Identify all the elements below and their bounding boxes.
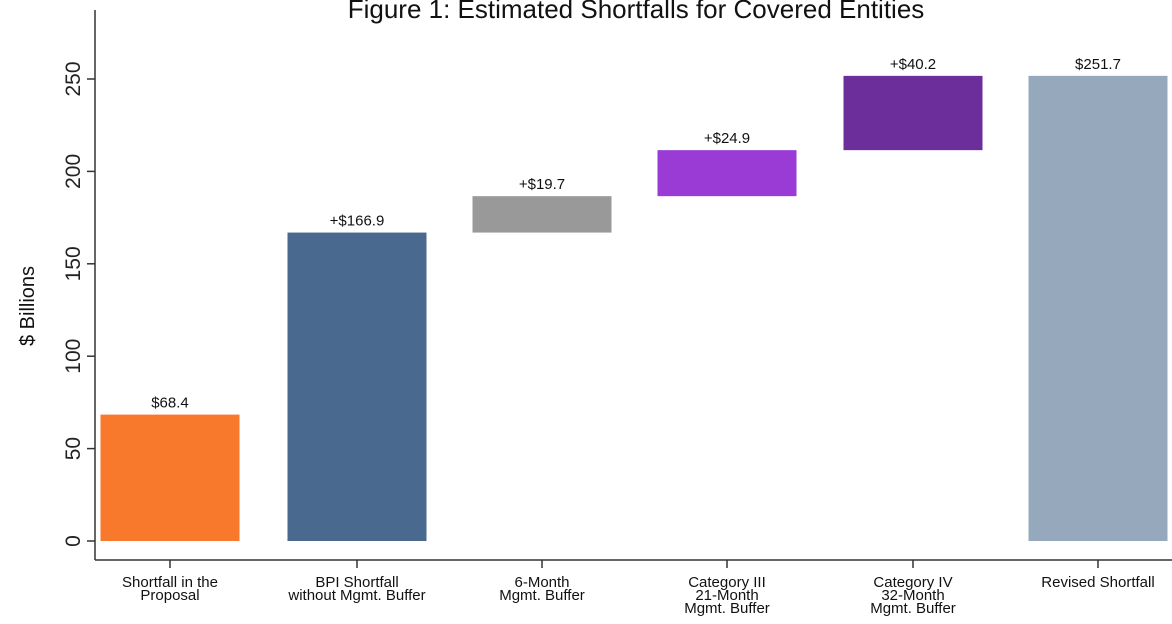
bar	[472, 196, 612, 233]
data-label: $68.4	[151, 395, 189, 412]
data-label: +$19.7	[519, 176, 565, 193]
x-tick-label: Revised Shortfall	[1041, 574, 1154, 591]
data-label: +$24.9	[704, 130, 750, 147]
chart-title: Figure 1: Estimated Shortfalls for Cover…	[348, 0, 925, 24]
bars: $68.4 +$166.9 +$19.7 +$24.9 +$40.2 $251.7	[100, 56, 1168, 542]
bar	[287, 232, 427, 542]
x-tick-label-line: Revised Shortfall	[1041, 574, 1154, 591]
x-tick-label-line: 32-Month	[881, 587, 944, 604]
x-tick-label-line: BPI Shortfall	[315, 574, 398, 591]
x-tick-label-line: 6-Month	[514, 574, 569, 591]
bar	[1028, 75, 1168, 541]
y-tick-label: 250	[62, 61, 85, 96]
x-tick-label: Category III 21-Month Mgmt. Buffer	[684, 574, 770, 617]
x-tick-label-line: Mgmt. Buffer	[499, 587, 585, 604]
y-axis-label: $ Billions	[17, 266, 39, 346]
x-tick-label: BPI Shortfall without Mgmt. Buffer	[287, 574, 425, 604]
x-tick-label: Shortfall in the Proposal	[122, 574, 218, 604]
y-ticks: 0 50 100 150 200 250	[62, 61, 95, 547]
bar	[100, 414, 240, 541]
x-tick-label-line: Category III	[688, 574, 766, 591]
x-tick-label-line: without Mgmt. Buffer	[287, 587, 425, 604]
bar	[843, 75, 983, 151]
x-tick-label-line: Mgmt. Buffer	[870, 600, 956, 617]
bar	[657, 150, 797, 197]
x-tick-labels: Shortfall in the Proposal BPI Shortfall wit…	[122, 560, 1155, 617]
x-tick-label-line: 21-Month	[695, 587, 758, 604]
x-tick-label: Category IV 32-Month Mgmt. Buffer	[870, 574, 956, 617]
data-label: $251.7	[1075, 56, 1121, 73]
y-tick-label: 50	[62, 437, 85, 460]
x-tick-label-line: Category IV	[873, 574, 952, 591]
y-tick-label: 0	[62, 535, 85, 547]
y-tick-label: 150	[62, 246, 85, 281]
y-tick-label: 100	[62, 339, 85, 374]
y-tick-label: 200	[62, 154, 85, 189]
x-tick-label-line: Shortfall in the	[122, 574, 218, 591]
x-tick-label: 6-Month Mgmt. Buffer	[499, 574, 585, 604]
data-label: +$40.2	[890, 56, 936, 73]
x-tick-label-line: Proposal	[140, 587, 199, 604]
data-label: +$166.9	[330, 213, 385, 230]
x-tick-label-line: Mgmt. Buffer	[684, 600, 770, 617]
